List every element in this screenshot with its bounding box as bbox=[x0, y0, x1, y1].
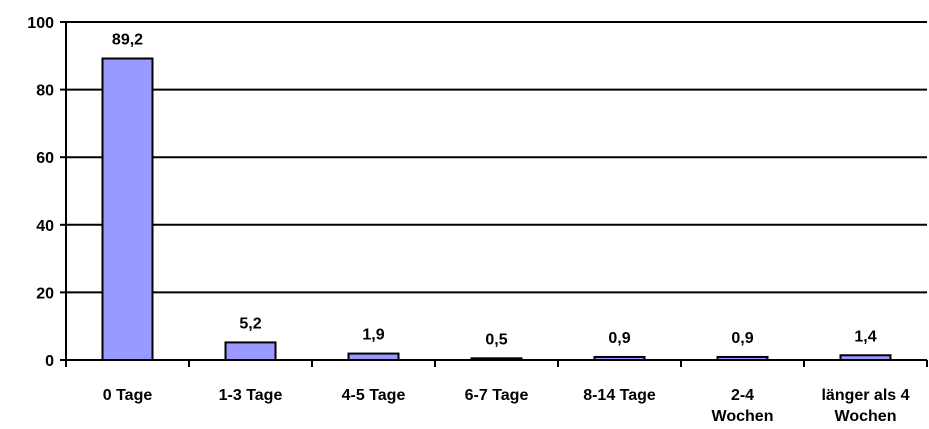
x-tick-label-line: Wochen bbox=[835, 408, 897, 425]
data-label: 5,2 bbox=[239, 315, 261, 332]
x-tick-label-line: 6-7 Tage bbox=[465, 387, 529, 404]
data-label: 0,9 bbox=[608, 330, 630, 347]
data-label: 0,5 bbox=[485, 331, 507, 348]
y-tick-label: 20 bbox=[36, 285, 54, 302]
x-tick-labels: 0 Tage 1-3 Tage 4-5 Tage 6-7 Tage 8-14 Tage 2… bbox=[103, 387, 910, 425]
gridlines bbox=[66, 21, 927, 294]
x-tick-label-line: 8-14 Tage bbox=[583, 387, 656, 404]
x-tick-label: 8-14 Tage bbox=[583, 387, 656, 404]
bars bbox=[101, 57, 892, 362]
x-tick-label: 2-4 Wochen bbox=[712, 387, 774, 425]
data-label: 0,9 bbox=[731, 330, 753, 347]
x-tick-label-line: 0 Tage bbox=[103, 387, 153, 404]
x-tick-label-line: 4-5 Tage bbox=[342, 387, 406, 404]
y-tick-label: 100 bbox=[27, 15, 54, 32]
x-tick-label-line: 1-3 Tage bbox=[219, 387, 283, 404]
y-tick-label: 0 bbox=[45, 353, 54, 370]
data-label: 89,2 bbox=[112, 32, 143, 49]
y-tick-label: 80 bbox=[36, 83, 54, 100]
x-tick-label-line: länger als 4 bbox=[821, 387, 909, 404]
x-tick-label-line: 2-4 bbox=[731, 387, 754, 404]
x-tick-label: 6-7 Tage bbox=[465, 387, 529, 404]
y-tick-labels: 0 20 40 60 80 100 bbox=[27, 15, 54, 370]
y-tick-label: 40 bbox=[36, 218, 54, 235]
x-tick-label: 4-5 Tage bbox=[342, 387, 406, 404]
axes bbox=[60, 21, 928, 367]
data-label: 1,4 bbox=[854, 328, 876, 345]
x-tick-label: 1-3 Tage bbox=[219, 387, 283, 404]
x-tick-label: 0 Tage bbox=[103, 387, 153, 404]
data-labels: 89,2 5,2 1,9 0,5 0,9 0,9 1,4 bbox=[112, 32, 877, 349]
x-tick-label-line: Wochen bbox=[712, 408, 774, 425]
y-tick-label: 60 bbox=[36, 150, 54, 167]
bar bbox=[101, 57, 154, 362]
x-tick-label: länger als 4 Wochen bbox=[821, 387, 909, 425]
data-label: 1,9 bbox=[362, 327, 384, 344]
bar bbox=[224, 341, 277, 362]
